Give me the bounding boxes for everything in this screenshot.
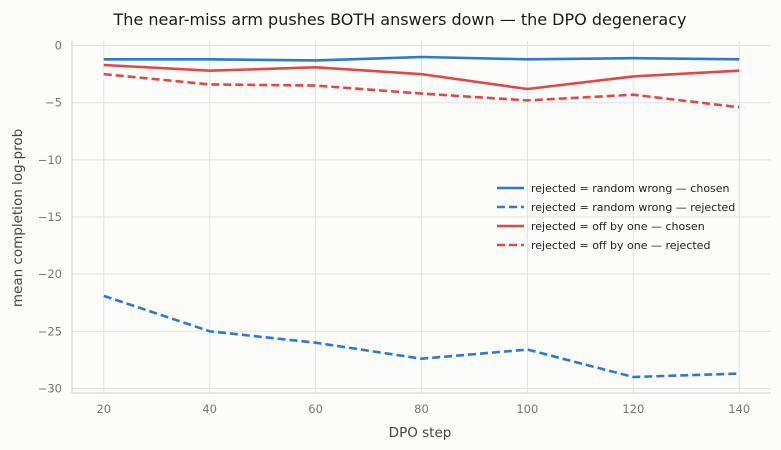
legend-label: rejected = off by one — chosen [531, 220, 705, 233]
series-lines [103, 55, 740, 379]
y-tick-label: −5 [45, 96, 62, 110]
y-axis-label: mean completion log-prob [10, 129, 26, 307]
axes-frame [71, 41, 771, 394]
series-line-3 [103, 63, 740, 91]
y-tick-label: −10 [38, 153, 62, 167]
legend: rejected = random wrong — chosen rejected… [497, 182, 735, 252]
chart-title: The near-miss arm pushes BOTH answers do… [113, 10, 687, 29]
x-tick-label: 120 [622, 402, 644, 416]
y-tick-label: −15 [38, 210, 62, 224]
y-tick-label: −25 [38, 324, 62, 338]
x-tick-label: 60 [308, 402, 323, 416]
x-tick-label: 20 [96, 402, 111, 416]
y-tick-label: −20 [38, 267, 62, 281]
x-axis-label: DPO step [389, 425, 452, 441]
y-tick-label: −30 [38, 381, 62, 395]
series-line-2 [103, 294, 740, 379]
y-tick-label: 0 [55, 39, 62, 53]
x-axis-ticks: 20 40 60 80 100 120 140 [96, 402, 750, 416]
x-tick-label: 80 [414, 402, 429, 416]
x-tick-label: 40 [202, 402, 217, 416]
series-line-4 [103, 72, 740, 109]
y-axis-ticks: 0 −5 −10 −15 −20 −25 −30 [38, 39, 62, 396]
legend-label: rejected = off by one — rejected [531, 239, 710, 252]
legend-label: rejected = random wrong — rejected [531, 201, 735, 214]
grid [72, 41, 771, 393]
legend-label: rejected = random wrong — chosen [531, 182, 730, 195]
series-line-1 [103, 55, 740, 62]
x-tick-label: 140 [728, 402, 750, 416]
x-tick-label: 100 [516, 402, 538, 416]
